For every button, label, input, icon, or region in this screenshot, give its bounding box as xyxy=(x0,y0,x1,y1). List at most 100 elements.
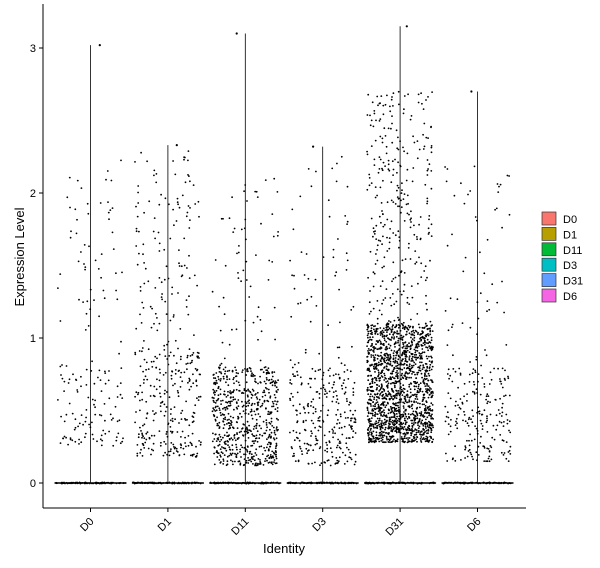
point-D31 xyxy=(427,372,430,375)
point-D11 xyxy=(231,452,234,455)
point-D6 xyxy=(446,168,449,170)
point-D0 xyxy=(85,368,88,371)
point-D1 xyxy=(173,354,175,357)
point-D31 xyxy=(413,224,415,227)
point-D31 xyxy=(374,196,377,199)
point-D31 xyxy=(403,391,405,394)
point-D1 xyxy=(141,455,144,457)
point-D11 xyxy=(219,379,222,382)
point-D6 xyxy=(456,427,459,430)
point-D3 xyxy=(345,442,348,445)
point-D3 xyxy=(326,392,328,395)
point-D3 xyxy=(315,391,318,393)
point-D1 xyxy=(143,447,146,449)
point-D31 xyxy=(402,413,404,416)
point-D6 xyxy=(483,460,486,462)
point-D31 xyxy=(406,428,409,431)
point-D1 xyxy=(156,378,158,381)
point-D11 xyxy=(250,408,253,411)
point-D31 xyxy=(395,431,398,434)
point-D31 xyxy=(418,425,421,428)
point-D31 xyxy=(391,376,394,378)
point-D31 xyxy=(419,382,422,385)
point-D31 xyxy=(408,425,411,428)
point-D6 xyxy=(503,311,505,314)
point-D3 xyxy=(318,352,321,355)
point-D11 xyxy=(232,416,235,419)
point-D1 xyxy=(163,248,166,251)
point-D31 xyxy=(395,402,397,405)
point-D0 xyxy=(57,287,59,289)
point-D1 xyxy=(158,250,161,252)
point-D11 xyxy=(267,279,270,281)
point-D31 xyxy=(389,353,391,356)
point-D6 xyxy=(470,418,472,421)
point-D3 xyxy=(354,418,357,421)
point-D6 xyxy=(493,438,496,441)
point-D31 xyxy=(395,404,398,407)
point-D31 xyxy=(424,421,427,424)
point-D11 xyxy=(233,434,236,437)
point-D6 xyxy=(455,420,457,423)
point-D6 xyxy=(474,371,477,374)
point-D31 xyxy=(422,342,425,344)
point-D11 xyxy=(248,367,251,369)
point-D31 xyxy=(409,118,412,121)
point-D1 xyxy=(187,435,190,437)
point-D1 xyxy=(177,391,180,394)
point-D31 xyxy=(430,388,432,390)
point-D31 xyxy=(388,320,390,322)
point-D31 xyxy=(376,333,379,336)
point-D11 xyxy=(220,362,223,365)
point-D11 xyxy=(250,445,253,447)
point-D31 xyxy=(381,357,384,359)
point-D31 xyxy=(401,336,404,339)
point-D11 xyxy=(259,368,262,371)
point-D11 xyxy=(239,463,242,466)
point-D1 xyxy=(160,193,163,196)
point-D31 xyxy=(406,390,409,392)
point-D11 xyxy=(223,454,226,456)
point-D3 xyxy=(292,404,295,407)
point-D3 xyxy=(352,391,355,394)
point-D3 xyxy=(296,421,298,424)
point-D31 xyxy=(395,300,398,303)
point-D31 xyxy=(408,383,411,386)
legend-label: D3 xyxy=(563,260,577,272)
point-D11 xyxy=(254,464,256,467)
point-D31 xyxy=(430,391,433,393)
point-D31 xyxy=(404,399,407,401)
point-D3 xyxy=(297,362,300,364)
point-D6 xyxy=(470,453,473,456)
point-D31 xyxy=(419,406,421,409)
point-D3 xyxy=(328,382,330,384)
point-D11 xyxy=(265,407,267,410)
point-D11 xyxy=(255,462,257,465)
point-D6 xyxy=(499,380,502,383)
point-D3 xyxy=(302,421,305,424)
point-D3 xyxy=(346,446,348,449)
point-D3 xyxy=(320,410,322,412)
point-D31 xyxy=(387,427,390,430)
point-D31 xyxy=(401,437,404,440)
point-D6 xyxy=(505,344,508,346)
point-D31 xyxy=(387,412,390,415)
point-D6 xyxy=(499,397,501,400)
legend-label: D0 xyxy=(563,214,577,226)
point-D11 xyxy=(237,272,239,274)
point-D31 xyxy=(422,433,425,436)
point-D1 xyxy=(137,436,140,439)
point-D11 xyxy=(243,453,245,456)
point-D31 xyxy=(426,276,428,279)
point-D31 xyxy=(395,429,397,432)
point-D31 xyxy=(423,145,426,148)
point-D3 xyxy=(354,421,357,424)
point-D31 xyxy=(372,423,375,426)
point-D31 xyxy=(422,424,425,427)
point-D31 xyxy=(381,410,384,413)
point-D6 xyxy=(494,398,497,401)
point-D31 xyxy=(409,325,412,328)
point-D11 xyxy=(219,455,222,458)
point-D31 xyxy=(376,417,379,420)
point-D3 xyxy=(289,382,291,384)
